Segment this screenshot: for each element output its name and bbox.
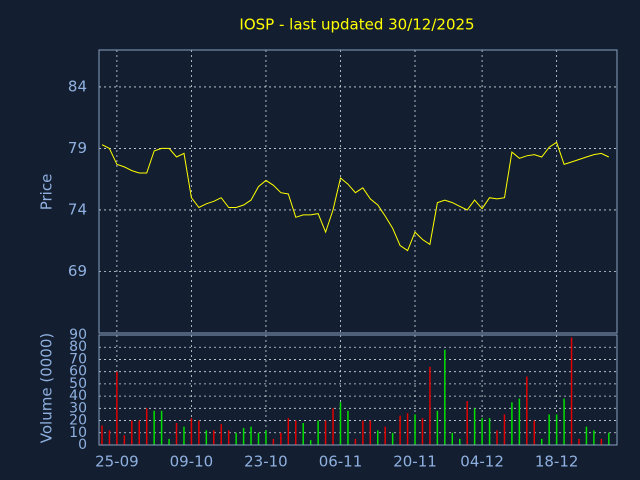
y2-tick-label: 50 [69,376,87,392]
y2-axis-label: Volume (0000) [38,333,56,443]
y2-tick-label: 20 [69,413,87,429]
x-tick-label: 23-10 [244,453,288,471]
x-tick-label: 25-09 [95,453,139,471]
chart-title: IOSP - last updated 30/12/2025 [239,16,474,34]
y2-tick-label: 60 [69,364,87,380]
y-axis-label: Price [38,174,56,211]
x-tick-label: 04-12 [460,453,504,471]
y2-tick-label: 10 [69,425,87,441]
x-tick-label: 18-12 [535,453,579,471]
y2-tick-label: 40 [69,388,87,404]
volume-panel-frame [98,334,618,446]
x-tick-label: 09-10 [170,453,214,471]
y2-tick-label: 30 [69,400,87,416]
price-line [101,141,610,252]
y-tick-label: 74 [68,200,87,218]
price-panel-frame [98,49,618,334]
y2-tick-label: 0 [78,437,87,453]
y2-tick-label: 80 [69,339,87,355]
y2-tick-label: 70 [69,351,87,367]
y2-tick-label: 90 [69,327,87,343]
y-tick-label: 69 [68,262,87,280]
y-tick-label: 79 [68,139,87,157]
x-tick-label: 06-11 [319,453,363,471]
x-tick-label: 20-11 [393,453,437,471]
y-tick-label: 84 [68,77,87,95]
